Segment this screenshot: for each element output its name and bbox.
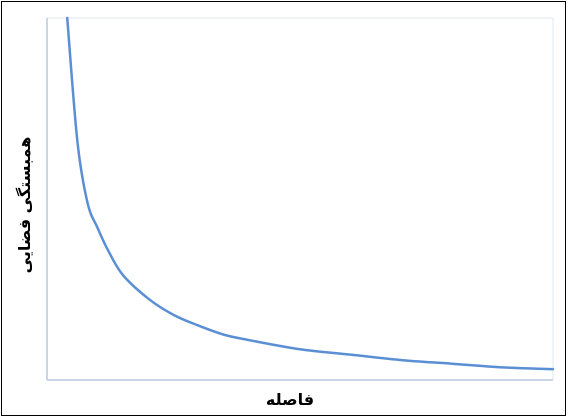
- x-axis-label: فاصله: [265, 390, 315, 409]
- y-axis-label: همبستگی فضایی: [15, 136, 34, 274]
- axes: [46, 17, 554, 381]
- plot-area: [65, 16, 555, 371]
- series-line-0: [65, 16, 555, 371]
